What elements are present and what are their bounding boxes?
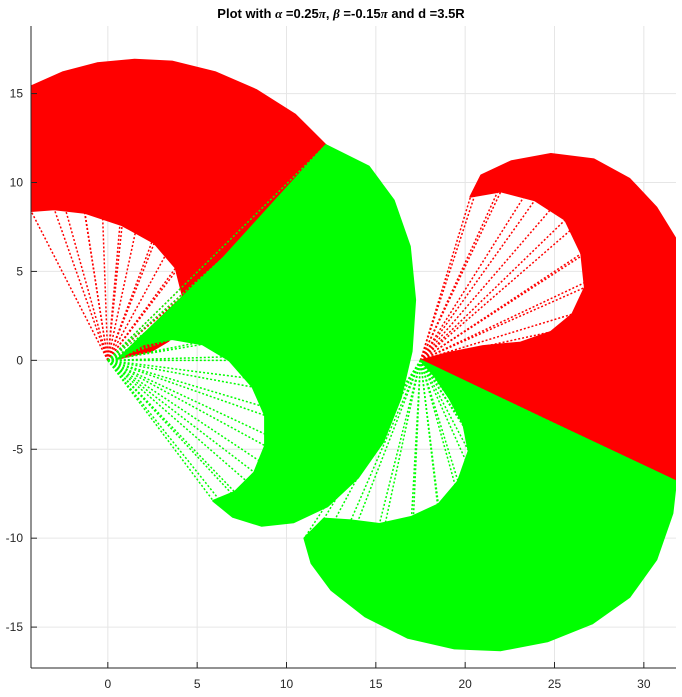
- series-1-ray-21: [107, 199, 395, 361]
- data-layer: [31, 58, 676, 652]
- y-tick-label-1: -10: [6, 531, 24, 545]
- series-1-ray-9: [107, 359, 236, 493]
- series-3-ray-20: [419, 360, 459, 482]
- title-prefix: Plot with: [217, 6, 275, 21]
- series-1-ray-12: [107, 359, 263, 527]
- series-1-ray-5: [107, 359, 253, 388]
- title-beta-value: =-0.15: [340, 6, 381, 21]
- series-2-ray-8: [419, 219, 566, 361]
- series-3-ray-19: [419, 360, 440, 505]
- series-0-ray-21: [31, 86, 109, 361]
- title-pi-1: π: [319, 6, 327, 21]
- series-1-ray-20: [107, 245, 411, 362]
- series-2-ray-17: [420, 206, 657, 361]
- y-tick-label-5: 10: [10, 175, 24, 189]
- y-tick-label-6: 15: [10, 87, 24, 101]
- series-0-ray-1: [53, 208, 109, 361]
- x-tick-label-2: 10: [280, 677, 294, 691]
- series-2-ray-5: [420, 313, 573, 362]
- series-2-ray-9: [419, 199, 536, 361]
- y-tick-label-0: -15: [6, 620, 24, 634]
- series-3-ray-4: [420, 359, 657, 561]
- series-3-ray-24: [419, 359, 436, 377]
- series-0-ray-17: [107, 61, 173, 361]
- title-alpha-value: =0.25: [282, 6, 319, 21]
- series-1-ray-7: [107, 359, 266, 447]
- x-tick-label-5: 25: [548, 677, 562, 691]
- series-2-ray-18: [420, 238, 676, 362]
- series-0-ray-19: [96, 63, 109, 361]
- series-1-ray-11: [107, 359, 234, 518]
- series-3-ray-14: [303, 359, 422, 539]
- series-1-ray-19: [107, 299, 416, 362]
- x-tick-label-3: 15: [369, 677, 383, 691]
- series-3-ray-3: [420, 359, 673, 514]
- series-1-ray-1: [107, 343, 144, 362]
- series-3-ray-2: [420, 359, 676, 482]
- series-0-ray-5: [107, 267, 177, 361]
- y-tick-label-2: -5: [12, 442, 23, 456]
- title-mid: ,: [326, 6, 333, 21]
- series-1-ray-8: [107, 359, 255, 473]
- x-tick-label-0: 0: [104, 677, 111, 691]
- series-2-ray-14: [419, 153, 552, 361]
- series-3-ray-17: [378, 360, 422, 525]
- series-0-ray-20: [62, 72, 109, 361]
- chart-title: Plot with α =0.25π, β =-0.15π and d =3.5…: [217, 6, 465, 21]
- series-3-ray-5: [419, 359, 631, 598]
- title-beta-symbol: β: [332, 6, 340, 21]
- series-0-ray-15: [107, 89, 257, 361]
- x-tick-label-6: 30: [637, 677, 651, 691]
- x-tick-label-1: 5: [194, 677, 201, 691]
- series-3-ray-7: [419, 360, 549, 642]
- series-2-ray-13: [419, 160, 513, 361]
- series-region-1: [117, 144, 417, 527]
- series-2-ray-12: [419, 175, 482, 361]
- series-0-ray-16: [107, 71, 216, 361]
- x-tick-label-4: 20: [458, 677, 472, 691]
- series-1-ray-13: [107, 359, 295, 523]
- y-tick-label-4: 5: [16, 264, 23, 278]
- series-1-ray-23: [107, 144, 327, 361]
- title-pi-2: π: [381, 6, 389, 21]
- series-2-ray-10: [419, 191, 502, 361]
- series-3-ray-12: [330, 360, 422, 591]
- series-3-ray-21: [419, 359, 470, 452]
- series-1-ray-24: [107, 256, 225, 361]
- series-3-ray-22: [419, 359, 465, 425]
- series-0-ray-14: [107, 114, 297, 361]
- title-end: and d =3.5R: [388, 6, 466, 21]
- series-1-ray-2: [107, 338, 173, 362]
- axis-layer: 0 5 10 15 20 25 30 -15 -10 -5 0 5 10 15: [6, 26, 676, 691]
- series-1-ray-18: [107, 350, 412, 362]
- series-3-ray-16: [350, 360, 422, 521]
- series-region-3: [303, 359, 676, 652]
- series-2-ray-15: [419, 158, 595, 361]
- series-1-ray-10: [107, 359, 214, 502]
- y-tick-label-3: 0: [16, 353, 23, 367]
- series-0-ray-3: [107, 225, 123, 361]
- series-1-ray-17: [107, 359, 401, 399]
- series-3-ray-15: [323, 359, 422, 520]
- title-alpha-symbol: α: [275, 6, 283, 21]
